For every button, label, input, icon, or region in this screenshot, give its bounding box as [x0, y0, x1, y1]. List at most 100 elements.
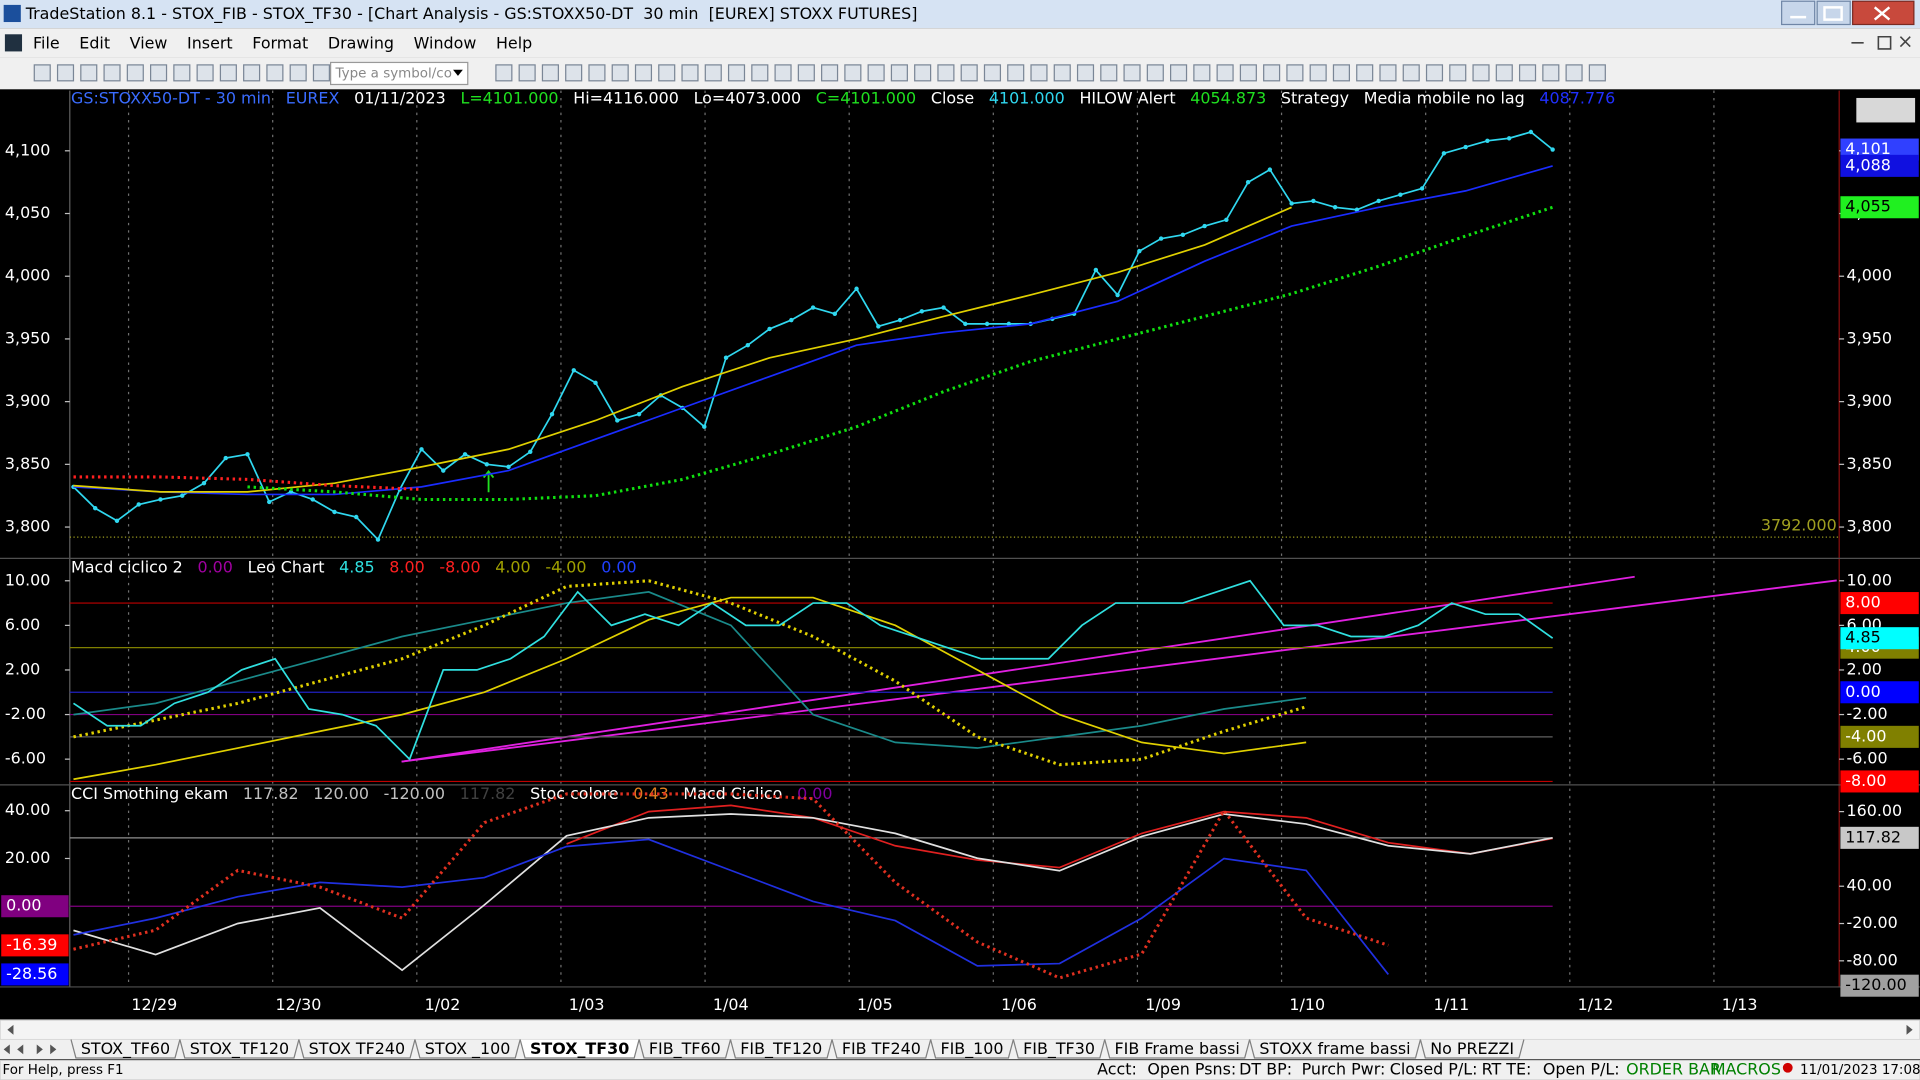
toolbar-icon[interactable]: [80, 64, 98, 82]
toolbar-icon[interactable]: [1518, 64, 1537, 82]
toolbar-icon[interactable]: [1472, 64, 1490, 82]
toolbar-icon[interactable]: [588, 64, 606, 82]
toolbar-icon[interactable]: [983, 64, 1002, 82]
toolbar-icon[interactable]: [289, 64, 307, 82]
menu-item[interactable]: View: [130, 34, 168, 53]
toolbar-icon[interactable]: [890, 64, 908, 82]
toolbar-icon[interactable]: [1588, 64, 1606, 82]
sheet-tab[interactable]: No PREZZI: [1430, 1039, 1514, 1058]
sheet-tab[interactable]: FIB TF240: [842, 1039, 921, 1058]
toolbar-icon[interactable]: [1263, 64, 1281, 82]
toolbar-icon[interactable]: [312, 64, 330, 82]
price-point: [1311, 198, 1316, 204]
toolbar-icon[interactable]: [541, 64, 559, 82]
toolbar-icon[interactable]: [1146, 64, 1164, 82]
toolbar-icon[interactable]: [751, 64, 769, 82]
symbol-input[interactable]: [330, 61, 469, 86]
price-point: [462, 452, 468, 457]
toolbar-icon[interactable]: [1100, 64, 1118, 82]
menu-item[interactable]: File: [33, 34, 60, 53]
toolbar-icon[interactable]: [611, 64, 629, 82]
toolbar: [0, 57, 1920, 90]
toolbar-icon[interactable]: [1076, 64, 1095, 82]
toolbar-icon[interactable]: [1495, 64, 1513, 82]
toolbar-icon[interactable]: [658, 64, 676, 82]
toolbar-icon[interactable]: [1286, 64, 1304, 82]
toolbar-icon[interactable]: [150, 64, 168, 82]
menu-item[interactable]: Help: [496, 34, 532, 53]
toolbar-icon[interactable]: [681, 64, 699, 82]
toolbar-icon[interactable]: [1402, 64, 1420, 82]
sheet-tab[interactable]: STOX_TF120: [190, 1039, 289, 1059]
sheet-tab[interactable]: FIB_TF30: [1023, 1039, 1095, 1059]
toolbar-icon[interactable]: [1565, 64, 1583, 82]
toolbar-icon[interactable]: [1030, 64, 1048, 82]
toolbar-icon[interactable]: [56, 64, 75, 82]
toolbar-icon[interactable]: [495, 64, 513, 82]
toolbar-icon[interactable]: [1332, 64, 1351, 82]
toolbar-icon[interactable]: [821, 64, 839, 82]
sheet-tab[interactable]: FIB_100: [940, 1039, 1003, 1059]
toolbar-icon[interactable]: [219, 64, 237, 82]
toolbar-icon[interactable]: [518, 64, 536, 82]
toolbar-icon[interactable]: [1053, 64, 1071, 82]
toolbar-icon[interactable]: [1379, 64, 1397, 82]
toolbar-icon[interactable]: [844, 64, 862, 82]
toolbar-icon[interactable]: [565, 64, 583, 82]
sheet-tab[interactable]: STOX _100: [425, 1039, 511, 1059]
mdi-buttons[interactable]: [1851, 35, 1911, 50]
sheet-tab[interactable]: STOX TF240: [309, 1039, 405, 1058]
right-tick-label: 40.00: [1847, 876, 1893, 895]
toolbar-icon[interactable]: [1425, 64, 1444, 82]
symbol-dropdown[interactable]: [453, 69, 463, 76]
price-point: [941, 305, 946, 310]
price-point: [1398, 192, 1403, 197]
toolbar-icon[interactable]: [1123, 64, 1141, 82]
sheet-tab[interactable]: STOXX frame bassi: [1259, 1039, 1410, 1058]
toolbar-icon[interactable]: [1449, 64, 1467, 82]
menu-item[interactable]: Drawing: [328, 34, 394, 53]
toolbar-icon[interactable]: [196, 64, 214, 82]
sheet-tab[interactable]: FIB_TF60: [649, 1039, 721, 1059]
sheet-tab[interactable]: FIB_TF120: [740, 1039, 822, 1059]
toolbar-icon[interactable]: [266, 64, 284, 82]
menu-item[interactable]: Edit: [79, 34, 110, 53]
minimize-button[interactable]: [1781, 0, 1816, 26]
toolbar-icon[interactable]: [960, 64, 978, 82]
toolbar-icon[interactable]: [1356, 64, 1374, 82]
toolbar-icon[interactable]: [797, 64, 815, 82]
toolbar-icon[interactable]: [173, 64, 191, 82]
value-box: [1840, 826, 1919, 849]
toolbar-icon[interactable]: [727, 64, 746, 82]
menu-item[interactable]: Insert: [187, 34, 233, 53]
panel-header-item: HILOW Alert: [1079, 89, 1175, 108]
toolbar-icon[interactable]: [1239, 64, 1257, 82]
menu-item[interactable]: Window: [414, 34, 477, 53]
toolbar-icon[interactable]: [1542, 64, 1560, 82]
toolbar-icon[interactable]: [1007, 64, 1025, 82]
tab-nav[interactable]: [3, 1044, 57, 1055]
toolbar-icon[interactable]: [243, 64, 261, 82]
panel-controls[interactable]: [1856, 97, 1916, 123]
toolbar-icon[interactable]: [1309, 64, 1327, 82]
right-tick-label: 10.00: [1847, 570, 1893, 589]
left-tick-label: 10.00: [5, 570, 51, 589]
scrollbar[interactable]: [0, 1019, 1920, 1041]
sheet-tab[interactable]: STOX_TF60: [81, 1039, 170, 1059]
menu-item[interactable]: Format: [252, 34, 308, 53]
toolbar-icon[interactable]: [1193, 64, 1211, 82]
sheet-tab[interactable]: FIB Frame bassi: [1115, 1039, 1240, 1058]
toolbar-icon[interactable]: [634, 64, 653, 82]
toolbar-icon[interactable]: [937, 64, 955, 82]
toolbar-icon[interactable]: [704, 64, 722, 82]
toolbar-icon[interactable]: [774, 64, 792, 82]
toolbar-icon[interactable]: [1216, 64, 1234, 82]
sheet-tab[interactable]: STOX_TF30: [530, 1039, 629, 1058]
toolbar-icon[interactable]: [33, 64, 51, 82]
toolbar-icon[interactable]: [914, 64, 932, 82]
toolbar-icon[interactable]: [1170, 64, 1188, 82]
toolbar-icon[interactable]: [103, 64, 121, 82]
toolbar-icon[interactable]: [126, 64, 144, 82]
toolbar-icon[interactable]: [867, 64, 885, 82]
maximize-button[interactable]: [1816, 0, 1851, 26]
